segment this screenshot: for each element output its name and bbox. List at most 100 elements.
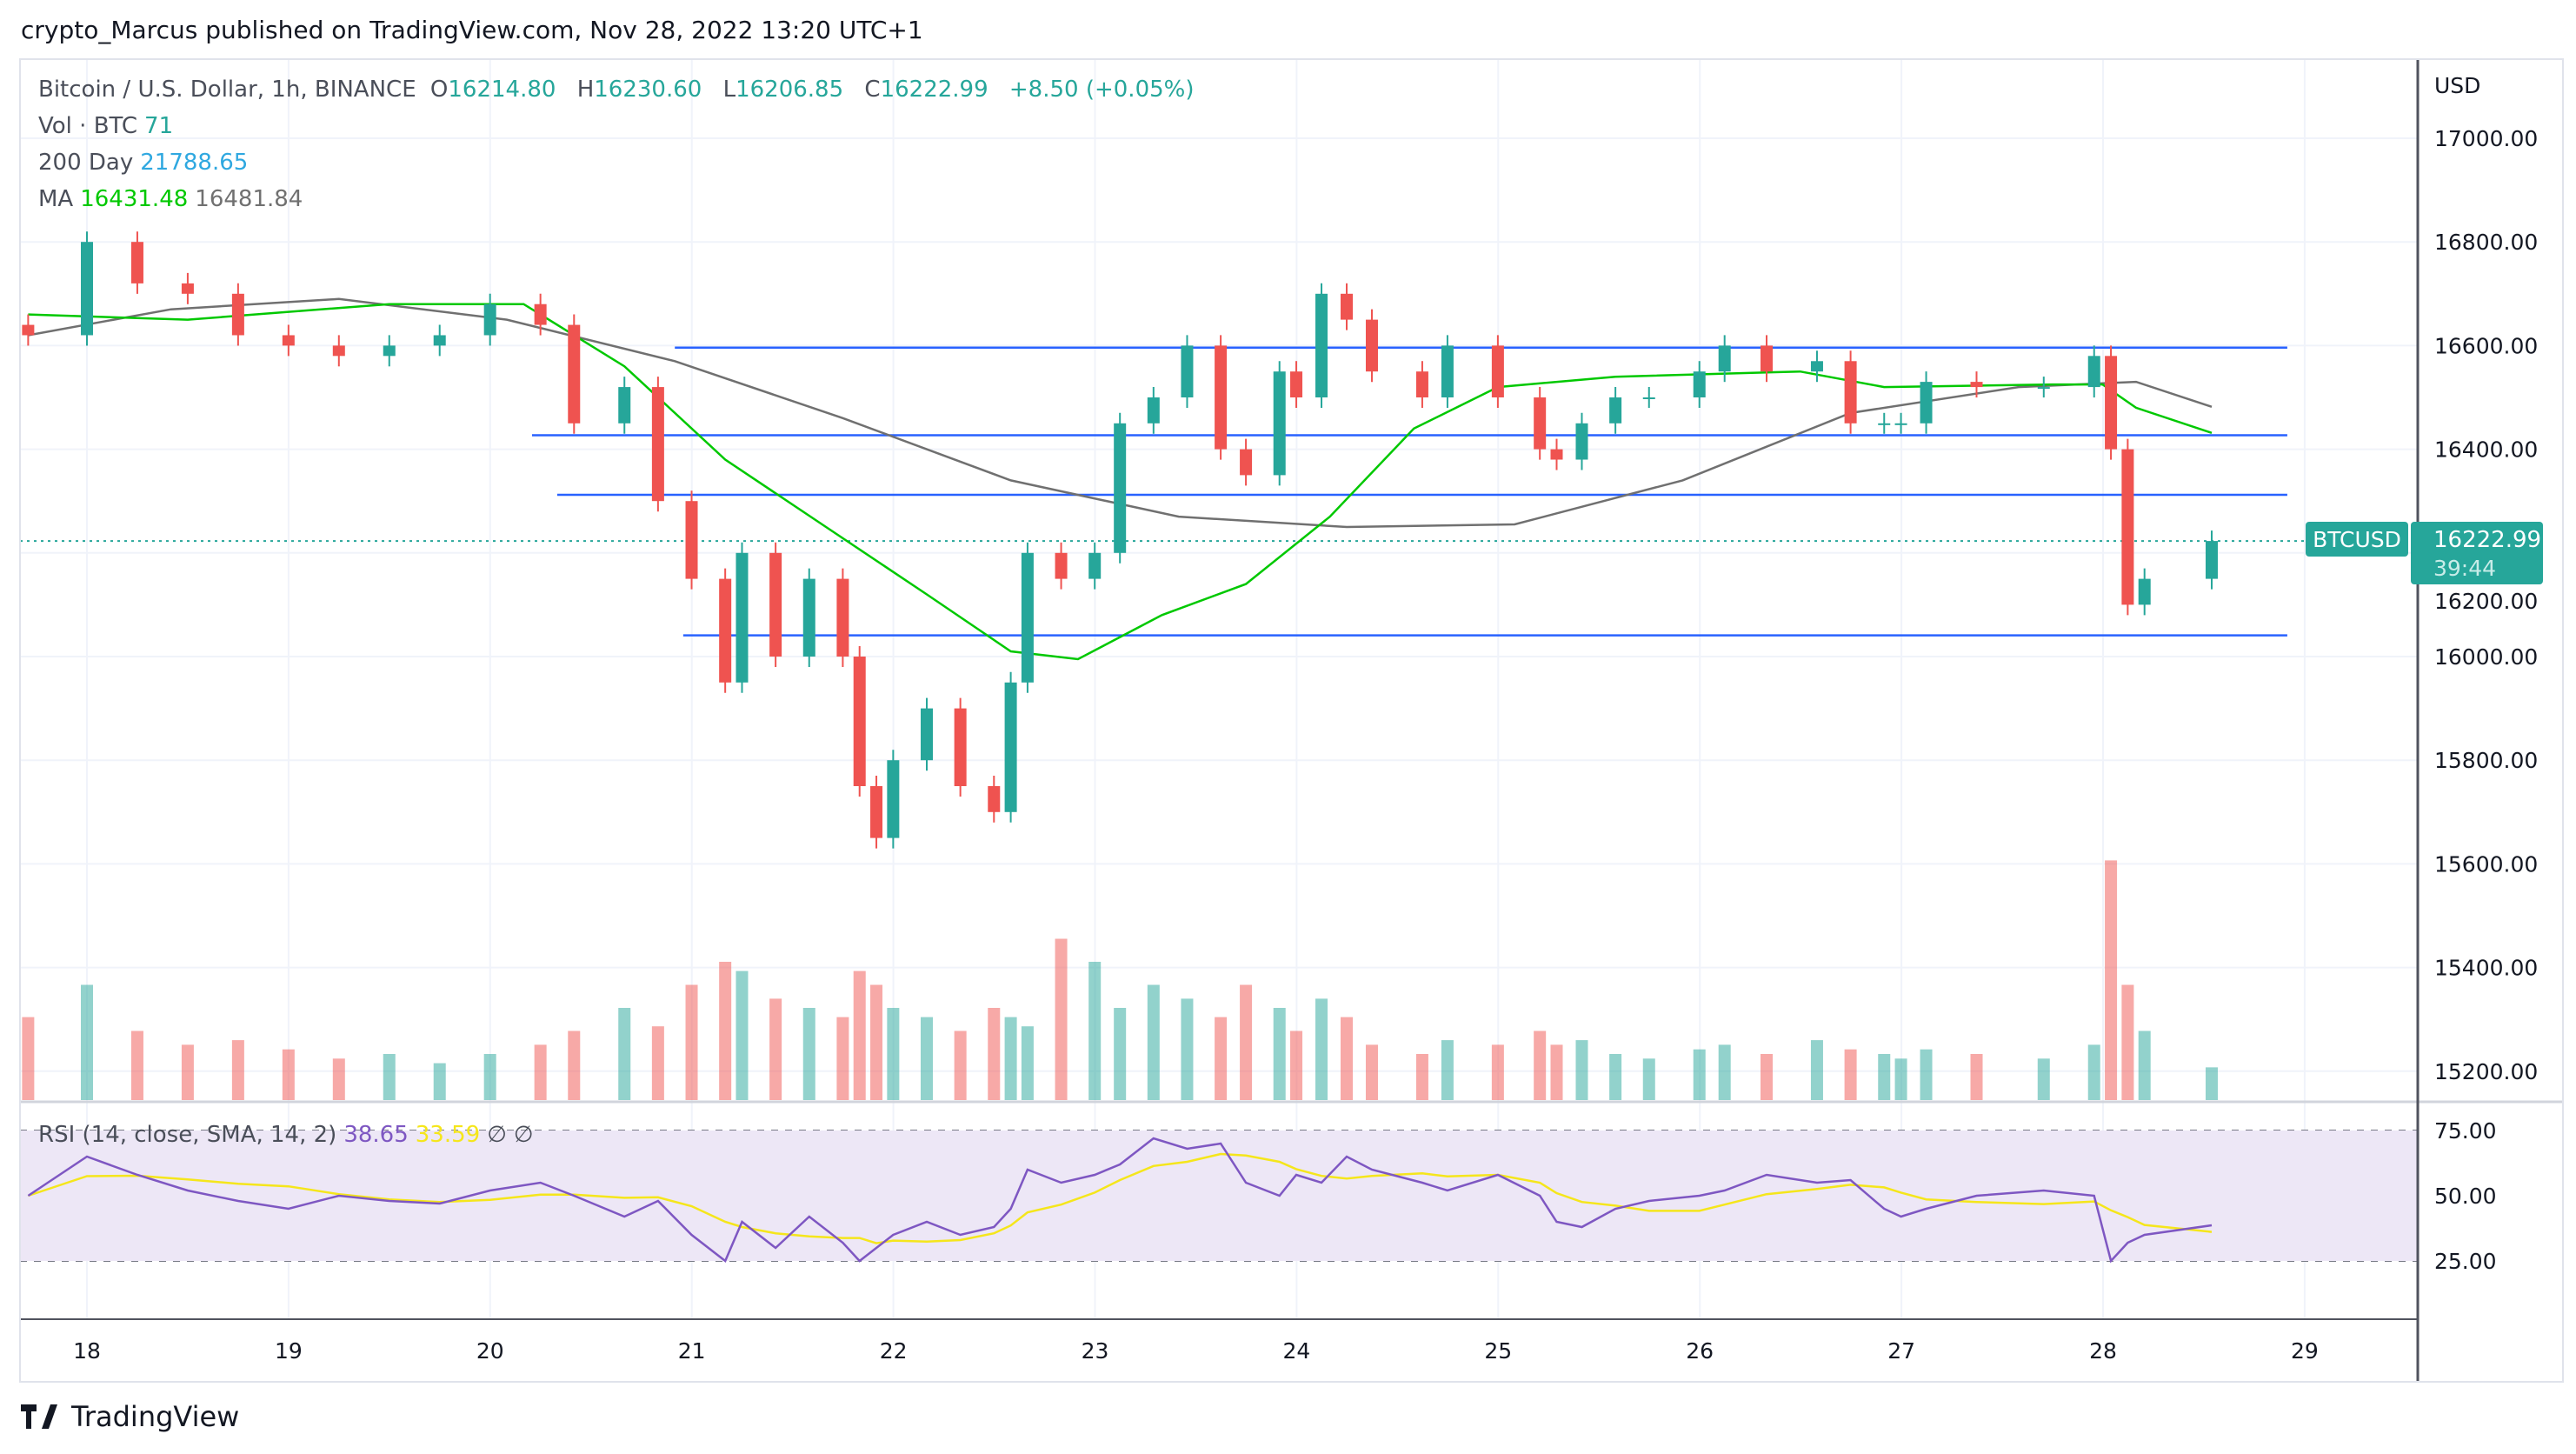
volume-bar (1088, 962, 1102, 1100)
volume-bar (1021, 1026, 1034, 1100)
volume-bar (1642, 1058, 1655, 1100)
volume-legend[interactable]: Vol · BTC 71 (38, 113, 180, 139)
date-tick-label: 22 (880, 1338, 908, 1364)
volume-bar (618, 1008, 631, 1100)
date-tick-label: 25 (1484, 1338, 1512, 1364)
candle-body (988, 786, 1001, 812)
price-tick-label: 16200.00 (2434, 589, 2538, 614)
open-value: 16214.80 (448, 77, 556, 103)
volume-value: 71 (144, 113, 174, 139)
candle-body (81, 242, 93, 336)
candle-body (1055, 552, 1068, 579)
date-tick-label: 26 (1686, 1338, 1714, 1364)
volume-bar (282, 1049, 295, 1100)
volume-bar (1894, 1058, 1907, 1100)
volume-bar (1365, 1044, 1378, 1100)
candle-body (1491, 345, 1504, 397)
close-value: 16222.99 (880, 77, 988, 103)
logo-text: TradingView (71, 1400, 240, 1433)
candle-body (719, 578, 732, 683)
date-tick-label: 21 (678, 1338, 706, 1364)
ma-slow-value: 16481.84 (195, 186, 303, 212)
candle-body (534, 303, 547, 325)
symbol-tag: BTCUSD (2313, 527, 2401, 552)
volume-bar (870, 984, 883, 1100)
ma200-value: 21788.65 (140, 150, 249, 176)
last-price: 16222.99 (2433, 527, 2541, 553)
volume-bar (1415, 1054, 1428, 1100)
volume-bar (802, 1008, 815, 1100)
rsi-lines (27, 1137, 2213, 1264)
volume-bar (685, 984, 698, 1100)
candle-body (332, 345, 345, 357)
bar-countdown: 39:44 (2433, 556, 2496, 581)
price-tick-label: 15600.00 (2434, 851, 2538, 877)
volume-bar (332, 1058, 345, 1100)
candle-body (2105, 356, 2118, 450)
volume-bar (1550, 1044, 1563, 1100)
candle-body (1365, 319, 1378, 372)
candle-body (1315, 293, 1328, 397)
rsi-sma-value: 33.59 (415, 1122, 481, 1148)
price-tick-label: 16800.00 (2434, 230, 2538, 255)
tradingview-logo[interactable]: TradingView (21, 1400, 239, 1433)
candle-body (2138, 578, 2151, 605)
low-value: 16206.85 (736, 77, 844, 103)
candle-body (433, 335, 446, 346)
candle-body (282, 335, 295, 346)
high-label: H (576, 77, 595, 103)
price-tick-label: 15200.00 (2434, 1059, 2538, 1084)
volume-bar (2105, 860, 2118, 1100)
ma-slow-line (28, 297, 2213, 529)
rsi-sma-line (28, 1152, 2213, 1244)
candle-body (1240, 449, 1253, 476)
volume-bar (2205, 1067, 2218, 1100)
symbol-legend[interactable]: Bitcoin / U.S. Dollar, 1h, BINANCE O1621… (38, 77, 1201, 103)
volume-bar (1341, 1017, 1353, 1100)
volume-bar (887, 1008, 900, 1100)
candle-body (1181, 345, 1194, 397)
candle-body (887, 760, 900, 838)
date-tick-label: 29 (2291, 1338, 2319, 1364)
volume-bars (22, 860, 2218, 1100)
price-tick-label: 16400.00 (2434, 437, 2538, 463)
rsi-band (20, 1131, 2418, 1261)
candle-body (1575, 423, 1588, 460)
ma-legend[interactable]: MA 16431.48 16481.84 (38, 186, 310, 212)
volume-bar (383, 1054, 396, 1100)
rsi-extra-1: ∅ (487, 1122, 507, 1148)
candle-body (1920, 382, 1933, 424)
rsi-line (27, 1137, 2213, 1264)
rsi-extra-2: ∅ (513, 1122, 534, 1148)
candle-body (2205, 541, 2218, 579)
ma200-legend[interactable]: 200 Day 21788.65 (38, 150, 255, 176)
date-tick-label: 20 (476, 1338, 504, 1364)
candle-body (651, 387, 664, 502)
candle-body (954, 708, 967, 786)
volume-bar (1055, 938, 1068, 1100)
rsi-tick-label: 50.00 (2434, 1184, 2497, 1209)
volume-bar (1290, 1030, 1303, 1100)
volume-bar (22, 1017, 35, 1100)
volume-bar (769, 998, 782, 1100)
volume-bar (836, 1017, 849, 1100)
candle-body (1550, 449, 1563, 460)
volume-bar (1147, 984, 1160, 1100)
ma200-label: 200 Day (38, 150, 134, 176)
price-tick-label: 15800.00 (2434, 748, 2538, 773)
symbol-title: Bitcoin / U.S. Dollar, 1h, BINANCE (38, 77, 416, 103)
rsi-label: RSI (14, close, SMA, 14, 2) (38, 1122, 337, 1148)
rsi-legend[interactable]: RSI (14, close, SMA, 14, 2) 38.65 33.59 ∅ ∅ (38, 1122, 541, 1148)
candle-body (1844, 361, 1857, 424)
date-tick-label: 27 (1887, 1338, 1915, 1364)
volume-bar (1718, 1044, 1731, 1100)
candle-body (921, 708, 933, 761)
open-label: O (429, 77, 449, 103)
volume-bar (1970, 1054, 1983, 1100)
axes: 17000.00 16800.00 16600.00 16400.00 16200.00… (73, 73, 2538, 1364)
candle-body (1970, 382, 1983, 388)
candle-body (1215, 345, 1228, 450)
volume-bar (954, 1030, 967, 1100)
candle-body (1441, 345, 1454, 397)
